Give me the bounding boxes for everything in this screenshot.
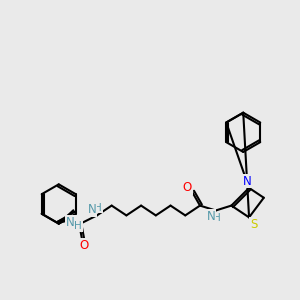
Text: H: H [94, 202, 102, 213]
Text: H: H [74, 221, 82, 231]
Text: S: S [250, 218, 258, 231]
Text: H: H [213, 213, 220, 223]
Text: O: O [183, 182, 192, 194]
Text: N: N [66, 216, 75, 229]
Text: N: N [243, 175, 251, 188]
Text: N: N [206, 210, 215, 223]
Text: N: N [88, 203, 96, 216]
Text: O: O [80, 239, 89, 252]
